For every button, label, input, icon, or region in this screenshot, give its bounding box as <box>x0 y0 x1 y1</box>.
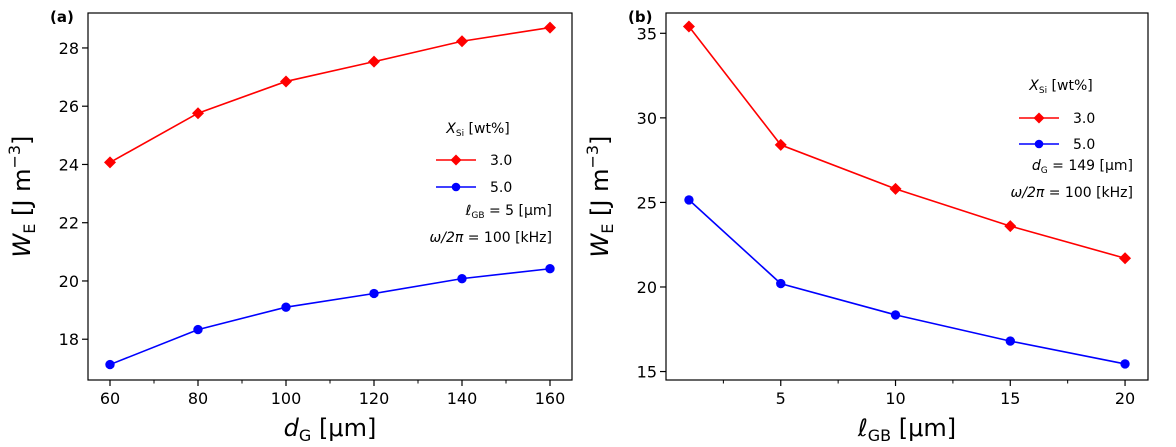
data-point <box>451 182 461 192</box>
series-5-0 <box>684 195 1130 369</box>
legend-title: XSi [wt%] <box>1028 78 1092 96</box>
y-axis-label: WE [J m−3] <box>5 136 39 258</box>
data-point <box>105 359 115 370</box>
legend-entry: 5.0 <box>490 180 512 196</box>
y-tick-label: 20 <box>637 278 657 297</box>
y-tick-label: 20 <box>59 272 79 291</box>
series-line <box>109 267 551 366</box>
x-tick-label: 5 <box>776 389 786 408</box>
data-point <box>682 20 695 33</box>
y-tick-label: 35 <box>637 24 657 43</box>
series-line <box>109 26 551 164</box>
data-point <box>890 310 901 320</box>
data-point <box>104 156 116 169</box>
x-tick-label: 80 <box>188 389 208 408</box>
annotation: ω/2π = 100 [kHz] <box>1011 185 1134 201</box>
legend-entry: 5.0 <box>1073 137 1095 153</box>
legend-title: XSi [wt%] <box>445 121 509 139</box>
data-point <box>889 182 902 195</box>
y-tick-label: 18 <box>59 330 79 349</box>
data-point <box>280 75 292 88</box>
y-tick-label: 15 <box>637 363 657 382</box>
series-3-0 <box>104 21 556 169</box>
x-tick-label: 10 <box>885 389 905 408</box>
y-axis-label: WE [J m−3] <box>583 136 617 258</box>
data-point <box>456 35 468 48</box>
chart-panel-a: 60 80 100 120 140 160 18 20 22 24 26 28 dG [μm] WE [J… <box>5 8 573 445</box>
legend: XSi [wt%] 3.0 5.0 <box>436 121 512 196</box>
data-point <box>457 273 467 284</box>
data-point <box>776 278 786 289</box>
x-tick-label: 20 <box>1115 389 1135 408</box>
data-point <box>281 302 291 312</box>
data-point <box>192 107 204 120</box>
series-line <box>688 26 1126 260</box>
plot-frame <box>665 12 1149 381</box>
data-point <box>1034 139 1044 149</box>
panel-label: (a) <box>50 8 74 26</box>
annotation: ω/2π = 100 [kHz] <box>430 230 553 246</box>
chart-panel-b: 5 10 15 20 15 20 25 30 35 ℓGB [μm] WE [J m−3] (b) XS… <box>583 8 1149 445</box>
data-point <box>544 21 556 34</box>
x-axis-label: ℓGB [μm] <box>857 414 956 445</box>
annotation: dG = 149 [μm] <box>1032 158 1133 176</box>
y-tick-label: 28 <box>59 39 79 58</box>
data-point <box>450 154 462 166</box>
panel-label: (b) <box>628 8 652 26</box>
data-point <box>369 288 379 299</box>
y-tick-label: 24 <box>59 155 79 174</box>
series-3-0 <box>682 20 1132 265</box>
x-tick-label: 160 <box>535 389 566 408</box>
data-point <box>368 55 380 68</box>
legend: XSi [wt%] 3.0 5.0 <box>1019 78 1095 153</box>
x-tick-label: 120 <box>359 389 390 408</box>
series-5-0 <box>105 264 555 370</box>
legend-entry: 3.0 <box>490 153 512 169</box>
data-point <box>1005 336 1015 346</box>
x-tick-label: 140 <box>447 389 478 408</box>
series-line <box>688 199 1126 365</box>
data-point <box>684 195 694 205</box>
x-tick-label: 60 <box>100 389 120 408</box>
data-point <box>1033 112 1045 124</box>
data-point <box>1119 252 1132 265</box>
data-point <box>774 138 787 151</box>
data-point <box>545 264 555 274</box>
plot-frame <box>87 12 573 381</box>
data-point <box>1120 359 1130 369</box>
y-tick-label: 22 <box>59 214 79 233</box>
y-tick-label: 26 <box>59 97 79 116</box>
legend-entry: 3.0 <box>1073 111 1095 127</box>
x-tick-label: 15 <box>1000 389 1020 408</box>
y-tick-label: 25 <box>637 193 657 212</box>
x-tick-label: 100 <box>271 389 302 408</box>
annotation: ℓGB = 5 [μm] <box>465 203 552 221</box>
data-point <box>193 324 203 335</box>
data-point <box>1004 220 1017 233</box>
x-axis-label: dG [μm] <box>284 414 377 445</box>
y-tick-label: 30 <box>637 109 657 128</box>
